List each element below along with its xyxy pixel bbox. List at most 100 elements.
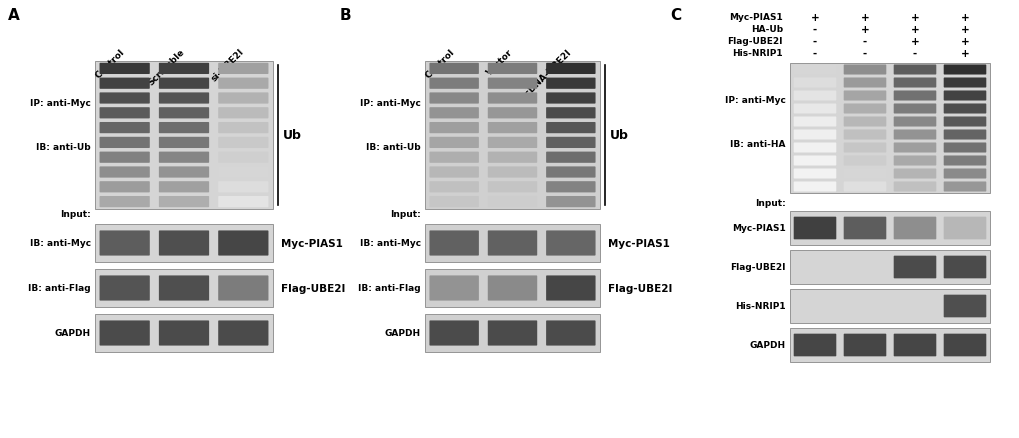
FancyBboxPatch shape	[943, 117, 985, 127]
Text: +: +	[960, 37, 968, 47]
Bar	[790, 212, 989, 245]
Text: Input:: Input:	[754, 199, 786, 208]
FancyBboxPatch shape	[159, 93, 209, 104]
FancyBboxPatch shape	[943, 169, 985, 179]
Text: Scramble: Scramble	[146, 48, 185, 88]
FancyBboxPatch shape	[893, 143, 935, 153]
FancyBboxPatch shape	[218, 231, 268, 256]
Text: HA-Ub: HA-Ub	[750, 25, 783, 35]
Text: -: -	[862, 49, 866, 59]
FancyBboxPatch shape	[793, 143, 836, 153]
FancyBboxPatch shape	[429, 321, 478, 346]
FancyBboxPatch shape	[218, 138, 268, 148]
FancyBboxPatch shape	[893, 130, 935, 140]
FancyBboxPatch shape	[218, 321, 268, 346]
Text: IB: anti-HA: IB: anti-HA	[730, 140, 786, 149]
FancyBboxPatch shape	[893, 91, 935, 101]
FancyBboxPatch shape	[843, 91, 886, 101]
FancyBboxPatch shape	[545, 321, 595, 346]
Text: -: -	[862, 37, 866, 47]
FancyBboxPatch shape	[893, 104, 935, 114]
FancyBboxPatch shape	[100, 167, 150, 178]
FancyBboxPatch shape	[545, 231, 595, 256]
FancyBboxPatch shape	[218, 78, 268, 90]
FancyBboxPatch shape	[100, 321, 150, 346]
FancyBboxPatch shape	[843, 78, 886, 88]
Text: +: +	[810, 13, 818, 23]
FancyBboxPatch shape	[218, 64, 268, 75]
Text: +: +	[910, 37, 918, 47]
Text: IB: anti-Ub: IB: anti-Ub	[37, 143, 91, 152]
FancyBboxPatch shape	[893, 217, 935, 240]
FancyBboxPatch shape	[793, 78, 836, 88]
Text: Myc-PIAS1: Myc-PIAS1	[607, 238, 669, 248]
FancyBboxPatch shape	[487, 93, 537, 104]
FancyBboxPatch shape	[545, 108, 595, 119]
Text: Ub: Ub	[282, 129, 302, 142]
FancyBboxPatch shape	[943, 156, 985, 166]
Text: GAPDH: GAPDH	[384, 329, 421, 338]
FancyBboxPatch shape	[843, 156, 886, 166]
FancyBboxPatch shape	[793, 334, 836, 357]
Text: IP: anti-Myc: IP: anti-Myc	[360, 99, 421, 108]
FancyBboxPatch shape	[793, 169, 836, 179]
Text: Control: Control	[94, 48, 126, 80]
FancyBboxPatch shape	[429, 152, 478, 163]
FancyBboxPatch shape	[218, 152, 268, 163]
FancyBboxPatch shape	[943, 256, 985, 279]
FancyBboxPatch shape	[159, 78, 209, 90]
FancyBboxPatch shape	[487, 197, 537, 208]
FancyBboxPatch shape	[429, 138, 478, 148]
FancyBboxPatch shape	[100, 93, 150, 104]
FancyBboxPatch shape	[100, 138, 150, 148]
Text: +: +	[860, 13, 868, 23]
Bar	[425, 314, 599, 352]
FancyBboxPatch shape	[429, 231, 478, 256]
FancyBboxPatch shape	[545, 93, 595, 104]
FancyBboxPatch shape	[843, 65, 886, 75]
FancyBboxPatch shape	[843, 169, 886, 179]
Text: Flag-UBE2I: Flag-UBE2I	[727, 37, 783, 46]
FancyBboxPatch shape	[159, 152, 209, 163]
Text: +: +	[960, 13, 968, 23]
Text: si-UBE2I: si-UBE2I	[209, 48, 246, 84]
FancyBboxPatch shape	[159, 123, 209, 134]
Text: IB: anti-Flag: IB: anti-Flag	[358, 284, 421, 293]
Text: pcDNA-UBE2I: pcDNA-UBE2I	[518, 48, 573, 102]
FancyBboxPatch shape	[793, 217, 836, 240]
FancyBboxPatch shape	[218, 197, 268, 208]
Text: IB: anti-Myc: IB: anti-Myc	[360, 239, 421, 248]
FancyBboxPatch shape	[487, 78, 537, 90]
FancyBboxPatch shape	[429, 276, 478, 301]
FancyBboxPatch shape	[793, 130, 836, 140]
FancyBboxPatch shape	[487, 152, 537, 163]
FancyBboxPatch shape	[843, 104, 886, 114]
FancyBboxPatch shape	[100, 152, 150, 163]
Text: IB: anti-Ub: IB: anti-Ub	[366, 143, 421, 152]
FancyBboxPatch shape	[487, 64, 537, 75]
FancyBboxPatch shape	[893, 156, 935, 166]
FancyBboxPatch shape	[159, 138, 209, 148]
FancyBboxPatch shape	[429, 108, 478, 119]
FancyBboxPatch shape	[487, 167, 537, 178]
Text: Flag-UBE2I: Flag-UBE2I	[730, 263, 786, 272]
Bar	[95, 62, 273, 209]
Text: +: +	[960, 49, 968, 59]
Bar	[790, 251, 989, 284]
FancyBboxPatch shape	[943, 91, 985, 101]
FancyBboxPatch shape	[429, 197, 478, 208]
FancyBboxPatch shape	[893, 117, 935, 127]
FancyBboxPatch shape	[487, 138, 537, 148]
Bar	[790, 328, 989, 362]
Text: Flag-UBE2I: Flag-UBE2I	[607, 283, 672, 293]
Text: IB: anti-Myc: IB: anti-Myc	[30, 239, 91, 248]
FancyBboxPatch shape	[793, 156, 836, 166]
FancyBboxPatch shape	[893, 256, 935, 279]
Text: -: -	[812, 25, 816, 35]
Bar	[425, 62, 599, 209]
FancyBboxPatch shape	[893, 78, 935, 88]
FancyBboxPatch shape	[159, 197, 209, 208]
Text: Myc-PIAS1: Myc-PIAS1	[729, 14, 783, 22]
Bar	[95, 314, 273, 352]
FancyBboxPatch shape	[943, 217, 985, 240]
